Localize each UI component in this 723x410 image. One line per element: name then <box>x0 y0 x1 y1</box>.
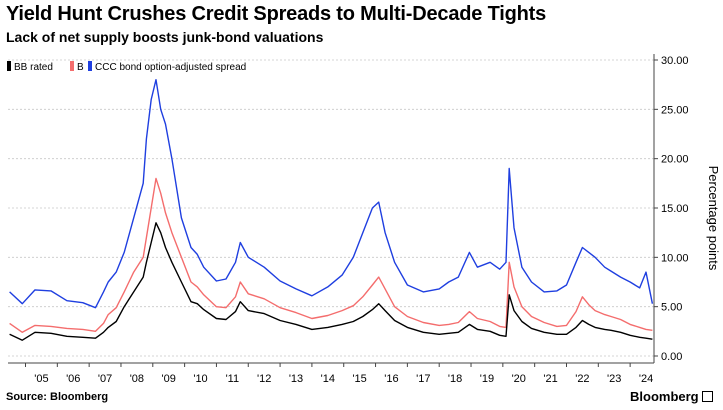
x-tick-label: '14 <box>321 373 335 385</box>
chart-title: Yield Hunt Crushes Credit Spreads to Mul… <box>6 3 546 25</box>
series-line-b <box>9 177 653 333</box>
y-tick-label: 0.00 <box>661 351 682 363</box>
x-tick-label: '08 <box>130 373 144 385</box>
x-tick-label: '20 <box>512 373 526 385</box>
legend-label-bb: BB rated <box>14 62 53 73</box>
x-tick-label: '21 <box>543 373 557 385</box>
x-tick-label: '09 <box>162 373 176 385</box>
chart-subtitle: Lack of net supply boosts junk-bond valu… <box>6 29 324 45</box>
series-lines <box>9 79 654 341</box>
gridlines <box>8 59 654 357</box>
y-tick-label: 10.00 <box>661 252 689 264</box>
legend: BB rated B CCC bond option-adjusted spre… <box>7 61 246 73</box>
y-tick-label: 15.00 <box>661 203 689 215</box>
legend-label-ccc: CCC bond option-adjusted spread <box>95 62 246 73</box>
legend-swatch-ccc <box>88 61 92 71</box>
series-line-ccc <box>9 79 654 309</box>
x-tick-label: '10 <box>193 373 207 385</box>
x-tick-label: '16 <box>384 373 398 385</box>
x-tick-label: '13 <box>289 373 303 385</box>
brand-label: Bloomberg <box>630 389 699 404</box>
x-tick-labels: '05 '06 '07 '08 '09 '10 '11 '12 '13 '14 '15 '16 '17 '… <box>25 363 653 385</box>
x-tick-label: '11 <box>226 373 240 385</box>
y-tick-labels: 0.00 5.00 10.00 15.00 20.00 25.00 30.00 <box>654 55 689 363</box>
legend-swatch-b <box>70 61 74 71</box>
x-tick-label: '06 <box>66 373 80 385</box>
x-tick-label: '12 <box>257 373 271 385</box>
axes <box>8 54 655 364</box>
legend-swatch-bb <box>7 61 11 71</box>
x-tick-label: '19 <box>480 373 494 385</box>
source-note: Source: Bloomberg <box>6 391 109 403</box>
x-tick-label: '23 <box>607 373 621 385</box>
x-tick-label: '15 <box>352 373 366 385</box>
x-tick-label: '22 <box>575 373 589 385</box>
x-tick-label: '05 <box>34 373 48 385</box>
bloomberg-terminal-icon <box>701 391 713 402</box>
y-tick-label: 30.00 <box>661 55 689 67</box>
bloomberg-logo: Bloomberg <box>630 389 713 404</box>
x-tick-label: '18 <box>448 373 462 385</box>
legend-label-b: B <box>77 62 84 73</box>
y-tick-label: 5.00 <box>661 302 682 314</box>
series-line-bb <box>9 222 653 341</box>
y-axis-label: Percentage points <box>706 166 721 271</box>
x-tick-label: '07 <box>98 373 112 385</box>
x-tick-label: '24 <box>639 373 653 385</box>
y-tick-label: 20.00 <box>661 154 689 166</box>
x-tick-label: '17 <box>416 373 430 385</box>
y-tick-label: 25.00 <box>661 104 689 116</box>
